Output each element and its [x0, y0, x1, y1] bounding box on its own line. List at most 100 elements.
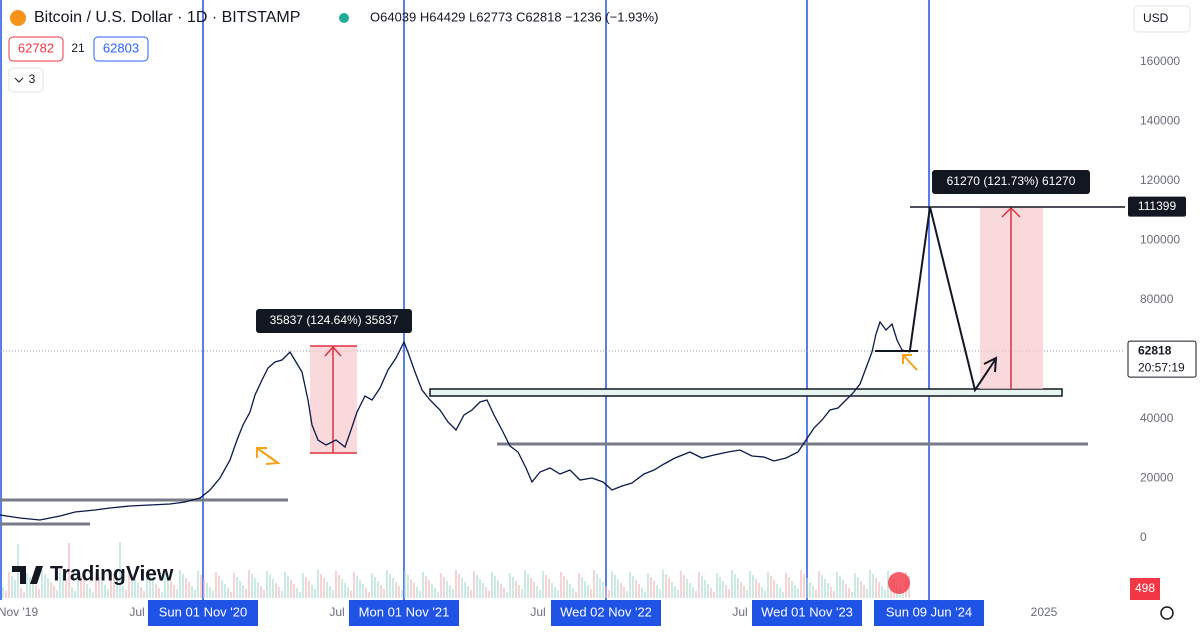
volume-bar [521, 589, 523, 598]
volume-bar [287, 576, 289, 598]
last-price: 62818 [1138, 343, 1172, 357]
indicator-toggle[interactable] [8, 67, 44, 93]
volume-bar [845, 584, 847, 598]
volume-bar [218, 576, 220, 598]
volume-bar [869, 570, 871, 598]
price-tick: 160000 [1140, 54, 1180, 68]
volume-bar [719, 577, 721, 598]
volume-bar [311, 585, 313, 598]
volume-bar [134, 579, 136, 598]
volume-bar [11, 576, 13, 598]
volume-bar [704, 580, 706, 598]
volume-bar [659, 589, 661, 598]
volume-bar [728, 589, 730, 598]
volume-bar [278, 587, 280, 598]
volume-bar [818, 571, 820, 598]
volume-bar [380, 585, 382, 598]
volume-bar [614, 575, 616, 598]
volume-bar [332, 590, 334, 598]
volume-bar [674, 586, 676, 598]
volume-bar [362, 584, 364, 598]
measure-arrow [324, 345, 342, 357]
volume-bar [305, 577, 307, 598]
volume-bar [188, 582, 190, 598]
volume-bar [557, 591, 559, 598]
volume-bar [605, 586, 607, 598]
volume-bar [554, 587, 556, 598]
volume-bar [194, 590, 196, 598]
volume-bar [860, 581, 862, 598]
currency-button[interactable] [1133, 5, 1191, 33]
volume-bar [485, 587, 487, 598]
volume-bar [482, 583, 484, 598]
volume-bar [707, 584, 709, 598]
volume-bar [611, 571, 613, 598]
volume-bar [839, 576, 841, 598]
event-icon[interactable] [888, 572, 910, 594]
volume-bar [836, 572, 838, 598]
volume-box [1130, 578, 1160, 600]
volume-bar [530, 578, 532, 598]
ask-box[interactable] [93, 36, 149, 62]
time-tag [874, 600, 984, 626]
volume-bar [617, 579, 619, 598]
volume-bar [41, 570, 43, 598]
volume-bar [428, 580, 430, 598]
volume-bar [203, 579, 205, 598]
volume-bar [857, 577, 859, 598]
volume-bar [650, 577, 652, 598]
volume-bar [506, 592, 508, 598]
volume [2, 542, 910, 598]
countdown: 20:57:19 [1138, 360, 1185, 374]
volume-bar [191, 586, 193, 598]
volume-bar [713, 592, 715, 598]
ask: 62803 [103, 40, 139, 55]
volume-bar [875, 578, 877, 598]
orange-arrow [902, 354, 912, 364]
volume-bar [827, 583, 829, 598]
volume-bar [452, 589, 454, 598]
time-label: 2025 [1031, 605, 1058, 619]
bid-box[interactable] [8, 36, 64, 62]
volume-bar [209, 587, 211, 598]
volume-bar [26, 573, 28, 598]
volume-bar [95, 573, 97, 598]
settings-icon[interactable] [1160, 606, 1174, 620]
volume-bar [23, 592, 25, 598]
time-axis: Nov '19 Jul Sun 01 Nov '20 Jul Mon 01 Nov '2… [0, 600, 1058, 626]
volume-bar [473, 571, 475, 598]
volume-bar [224, 584, 226, 598]
price-tick: 100000 [1140, 233, 1180, 247]
volume-bar [272, 579, 274, 598]
price-tick: 40000 [1140, 411, 1174, 425]
volume-bar [752, 575, 754, 598]
volume-bar [62, 575, 64, 598]
volume-bar [815, 590, 817, 598]
volume-bar [119, 542, 121, 598]
volume-bar [455, 570, 457, 598]
status-dot [339, 13, 349, 23]
volume-bar [566, 580, 568, 598]
volume-bar [800, 570, 802, 598]
price-tag [1128, 196, 1186, 217]
volume-bar [335, 571, 337, 598]
volume-bar [170, 581, 172, 598]
volume-bar [440, 573, 442, 598]
volume-bar [221, 580, 223, 598]
volume-bar [329, 586, 331, 598]
volume-bar [404, 571, 406, 598]
time-label: Jul [129, 605, 144, 619]
time-label: Nov '19 [0, 605, 38, 619]
volume-bar [881, 586, 883, 598]
volume-bar [662, 570, 664, 598]
symbol: Bitcoin / U.S. Dollar · 1D · BITSTAMP [34, 9, 300, 26]
volume-bar [71, 587, 73, 598]
volume-bar [830, 587, 832, 598]
volume-bar [344, 583, 346, 598]
volume-bar [545, 575, 547, 598]
orange-arrow [256, 447, 279, 464]
volume-bar [185, 578, 187, 598]
volume-bar [824, 579, 826, 598]
volume-bar [47, 578, 49, 598]
volume-bar [848, 588, 850, 598]
